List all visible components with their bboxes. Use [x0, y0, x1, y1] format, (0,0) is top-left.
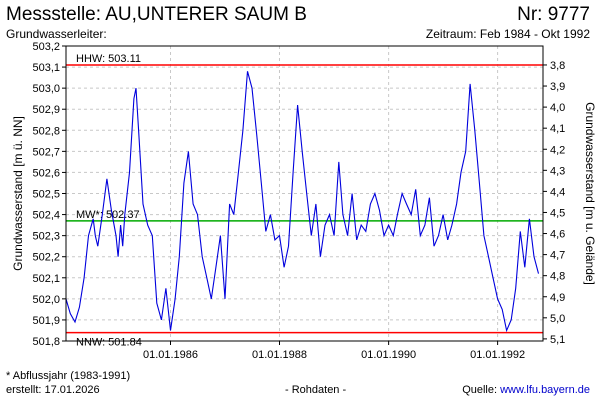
- reference-line-label: HHW: 503.11: [76, 53, 141, 65]
- y-tick-label-right: 4,2: [550, 144, 565, 156]
- source-link[interactable]: www.lfu.bayern.de: [500, 384, 590, 396]
- series-line: [65, 71, 540, 333]
- y-tick-label-left: 501,8: [32, 336, 60, 348]
- x-tick-label: 01.01.1992: [470, 349, 525, 361]
- y-tick-label-left: 502,8: [32, 125, 60, 137]
- y-tick-label-right: 4,7: [550, 250, 565, 262]
- y-tick-label-right: 3,8: [550, 60, 565, 72]
- reference-line-label: NNW: 501.84: [76, 337, 142, 349]
- y-axis-label-right: Grundwasserstand [m u. Gelände]: [583, 102, 597, 285]
- y-tick-label-right: 4,6: [550, 229, 565, 241]
- y-tick-label-right: 5,1: [550, 334, 565, 346]
- y-tick-label-left: 502,5: [32, 189, 60, 201]
- y-tick-label-right: 3,9: [550, 81, 565, 93]
- y-tick-label-right: 4,0: [550, 102, 565, 114]
- created-date: erstellt: 17.01.2026: [6, 384, 100, 396]
- y-tick-label-left: 502,9: [32, 104, 60, 116]
- y-tick-label-right: 4,1: [550, 123, 565, 135]
- y-tick-label-right: 4,3: [550, 165, 565, 177]
- station-number: Nr: 9777: [517, 4, 590, 25]
- x-tick-label: 01.01.1990: [361, 349, 416, 361]
- y-tick-label-left: 503,2: [32, 41, 60, 53]
- y-tick-label-left: 503,1: [32, 62, 60, 74]
- reference-line-label: MW*: 502.37: [76, 209, 140, 221]
- x-tick-label: 01.01.1988: [252, 349, 307, 361]
- y-tick-label-right: 4,8: [550, 271, 565, 283]
- y-tick-label-left: 502,6: [32, 167, 60, 179]
- source: Quelle: www.lfu.bayern.de: [462, 384, 590, 396]
- grid: [66, 46, 543, 341]
- aquifer-label: Grundwasserleiter:: [6, 27, 107, 41]
- period-label: Zeitraum: Feb 1984 - Okt 1992: [425, 27, 590, 41]
- x-tick-label: 01.01.1986: [143, 349, 198, 361]
- y-tick-label-left: 502,4: [32, 210, 60, 222]
- raw-data-label: - Rohdaten -: [285, 384, 347, 396]
- footnote: * Abflussjahr (1983-1991): [6, 370, 131, 382]
- y-tick-label-left: 502,3: [32, 231, 60, 243]
- y-tick-label-right: 4,9: [550, 292, 565, 304]
- y-tick-label-left: 502,1: [32, 273, 60, 285]
- y-tick-label-right: 4,5: [550, 207, 565, 219]
- chart-title: Messstelle: AU,UNTERER SAUM B: [6, 4, 307, 25]
- reference-lines: HHW: 503.11 MW*: 502.37 NNW: 501.84: [66, 53, 543, 349]
- axes: 501,8 501,9 502,0 502,1 502,2 502,3 502,4 502,5…: [32, 41, 565, 361]
- series-group: [65, 71, 540, 333]
- y-tick-label-right: 4,4: [550, 186, 565, 198]
- y-tick-label-left: 503,0: [32, 83, 60, 95]
- y-tick-label-left: 501,9: [32, 315, 60, 327]
- plot-frame: [65, 45, 544, 342]
- y-axis-label-left: Grundwasserstand [m ü. NN]: [11, 116, 25, 271]
- y-tick-label-left: 502,7: [32, 146, 60, 158]
- source-prefix: Quelle:: [462, 384, 501, 396]
- y-tick-label-right: 5,0: [550, 313, 565, 325]
- y-tick-label-left: 502,0: [32, 294, 60, 306]
- y-tick-label-left: 502,2: [32, 252, 60, 264]
